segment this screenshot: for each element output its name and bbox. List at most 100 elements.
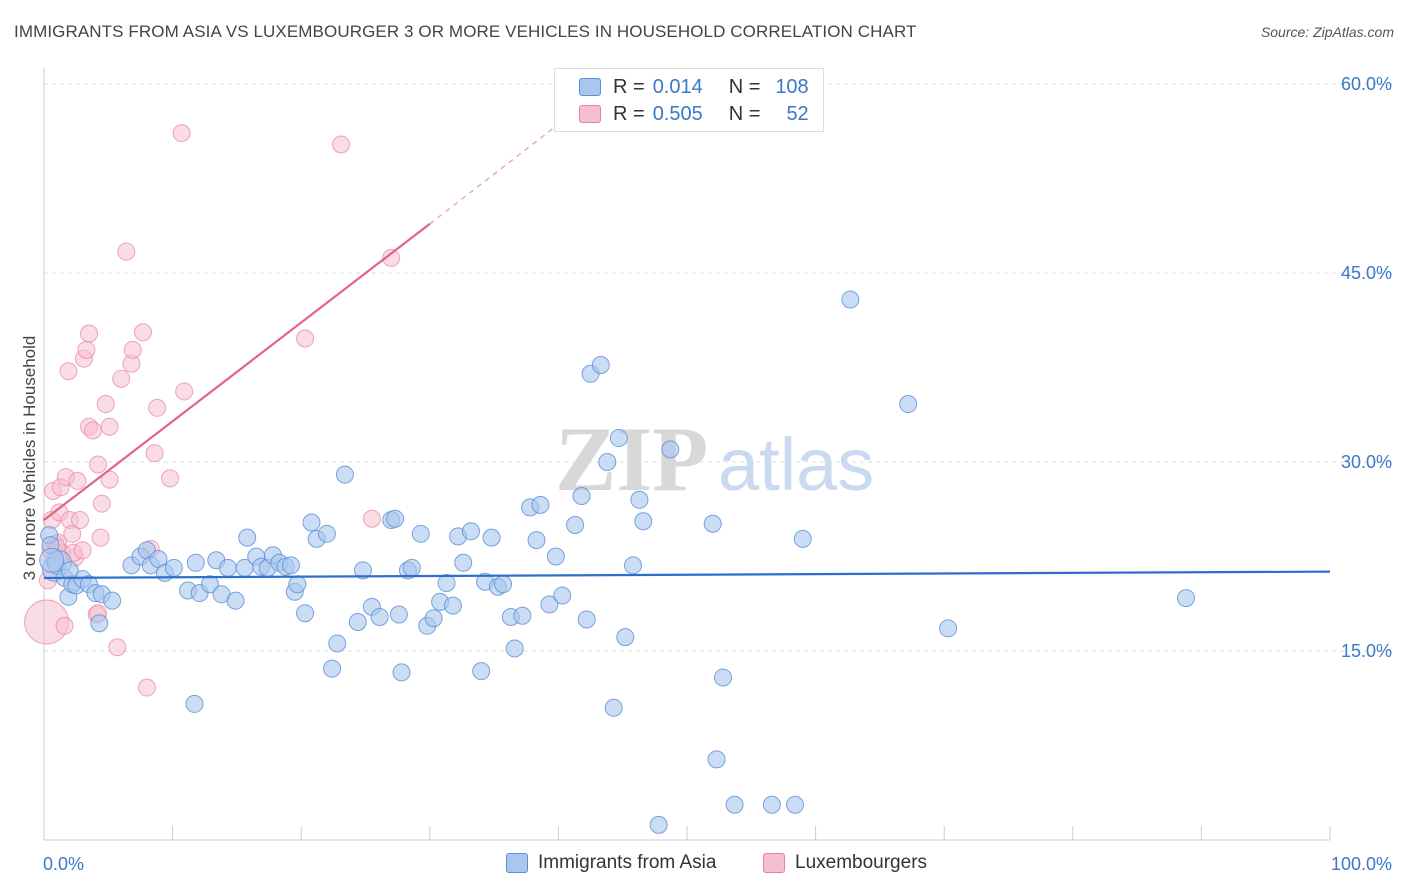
luxembourgers-point xyxy=(108,638,127,657)
asia-point xyxy=(186,553,205,572)
luxembourgers-point xyxy=(161,469,180,488)
gridlines xyxy=(44,83,1392,652)
r-label: R = xyxy=(613,75,645,98)
asia-point xyxy=(302,513,321,532)
asia-point xyxy=(185,694,204,713)
asia-point xyxy=(200,575,219,594)
n-label: N = xyxy=(728,75,761,98)
asia-point xyxy=(370,607,389,626)
asia-point xyxy=(317,524,336,543)
tick-labels: 15.0% 30.0% 45.0% 60.0% 0.0% 100.0% xyxy=(43,74,1392,874)
asia-point xyxy=(164,558,183,577)
luxembourgers-trend-extension xyxy=(429,123,559,225)
asia-point xyxy=(402,558,421,577)
asia-point xyxy=(386,509,405,528)
x-tick-label: 0.0% xyxy=(43,854,84,874)
asia-point xyxy=(335,465,354,484)
asia-points xyxy=(39,290,1195,834)
asia-point xyxy=(725,795,744,814)
luxembourgers-point xyxy=(92,494,111,513)
luxembourgers-point xyxy=(134,323,153,342)
x-tick-label: 100.0% xyxy=(1331,854,1392,874)
asia-point xyxy=(348,613,367,632)
asia-point xyxy=(60,561,79,580)
n-value: 52 xyxy=(786,102,809,125)
luxembourgers-point xyxy=(117,242,136,261)
asia-point xyxy=(714,668,733,687)
luxembourgers-point xyxy=(123,340,142,359)
asia-point xyxy=(461,522,480,541)
luxembourgers-point xyxy=(83,421,102,440)
asia-point xyxy=(762,795,781,814)
asia-point xyxy=(281,556,300,575)
swatch-luxembourgers xyxy=(763,853,785,873)
asia-point xyxy=(513,606,532,625)
luxembourgers-point xyxy=(71,510,90,529)
swatch-luxembourgers xyxy=(579,105,601,123)
asia-point xyxy=(90,614,109,633)
source-label: Source: ZipAtlas.com xyxy=(1260,24,1394,40)
luxembourgers-point xyxy=(59,362,78,381)
y-axis-label: 3 or more Vehicles in Household xyxy=(20,336,39,581)
luxembourgers-point xyxy=(63,524,82,543)
asia-point xyxy=(540,595,559,614)
swatch-asia xyxy=(579,78,601,96)
luxembourgers-point xyxy=(112,369,131,388)
asia-point xyxy=(531,495,550,514)
luxembourgers-point xyxy=(73,541,92,560)
asia-point xyxy=(238,528,257,547)
luxembourgers-point xyxy=(100,417,119,436)
watermark-atlas: atlas xyxy=(718,423,874,506)
asia-point xyxy=(437,573,456,592)
asia-point xyxy=(218,558,237,577)
asia-point xyxy=(634,512,653,531)
luxembourgers-point xyxy=(137,678,156,697)
asia-point xyxy=(1176,589,1195,608)
legend-item-luxembourgers[interactable]: Luxembourgers xyxy=(763,852,927,874)
luxembourgers-point xyxy=(100,470,119,489)
luxembourgers-point xyxy=(382,248,401,267)
y-tick-label: 15.0% xyxy=(1341,641,1392,661)
luxembourgers-point xyxy=(77,340,96,359)
luxembourgers-point xyxy=(80,324,99,343)
asia-point xyxy=(566,516,585,534)
asia-point xyxy=(591,355,610,374)
asia-point xyxy=(841,290,860,309)
asia-point xyxy=(454,553,473,572)
asia-point xyxy=(939,619,958,638)
r-value: 0.014 xyxy=(652,75,703,98)
asia-point xyxy=(443,596,462,615)
asia-point xyxy=(392,663,411,682)
luxembourgers-point xyxy=(145,444,164,463)
asia-point xyxy=(353,561,372,580)
luxembourgers-point xyxy=(89,455,108,474)
asia-point xyxy=(649,815,668,834)
asia-point xyxy=(226,591,245,610)
asia-point xyxy=(103,591,122,610)
asia-point xyxy=(527,531,546,550)
asia-point xyxy=(707,750,726,769)
legend-item-asia[interactable]: Immigrants from Asia xyxy=(506,852,716,874)
asia-point xyxy=(598,453,617,471)
asia-point xyxy=(482,528,501,547)
series-legend: Immigrants from Asia Luxembourgers xyxy=(0,852,1406,878)
asia-point xyxy=(703,514,722,533)
r-value: 0.505 xyxy=(652,102,703,125)
asia-point xyxy=(616,628,635,647)
n-value: 108 xyxy=(775,75,809,98)
y-tick-label: 45.0% xyxy=(1341,263,1392,283)
swatch-asia xyxy=(506,853,528,873)
asia-point xyxy=(39,547,65,573)
trend-lines xyxy=(43,123,1331,580)
stats-row-luxembourgers: R = 0.505 N = 52 xyxy=(579,101,809,127)
luxembourgers-trend-line xyxy=(43,222,431,521)
axes xyxy=(43,68,1331,841)
luxembourgers-point xyxy=(175,382,194,401)
asia-point xyxy=(630,490,649,509)
asia-point xyxy=(494,575,513,594)
asia-point xyxy=(411,524,430,543)
stats-row-asia: R = 0.014 N = 108 xyxy=(579,74,809,100)
asia-point xyxy=(472,662,491,681)
n-label: N = xyxy=(728,102,761,125)
